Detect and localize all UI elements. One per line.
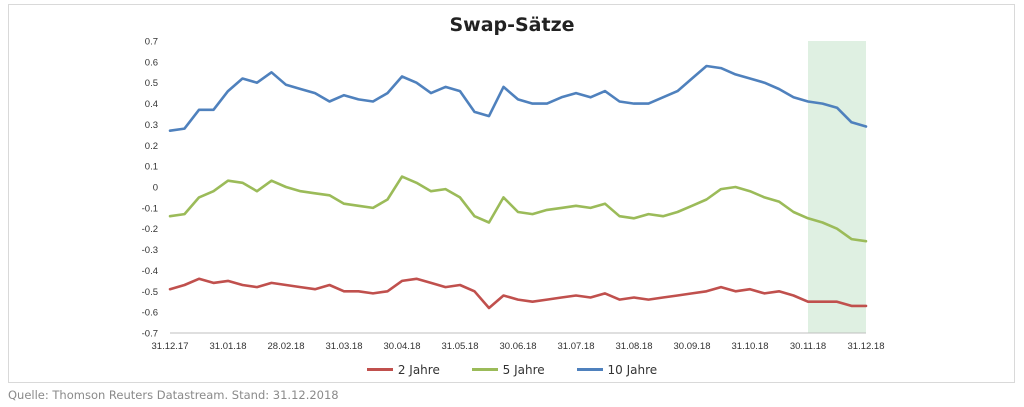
x-tick-label: 31.05.18	[442, 341, 479, 352]
x-tick-label: 31.12.18	[848, 341, 885, 352]
x-tick-label: 31.10.18	[732, 341, 769, 352]
y-tick-label: -0.6	[142, 308, 158, 319]
legend-swatch-red	[366, 368, 393, 371]
y-tick-label: 0.7	[145, 37, 158, 48]
y-tick-label: -0.4	[142, 266, 158, 277]
source-note: Quelle: Thomson Reuters Datastream. Stan…	[8, 388, 339, 402]
y-tick-label: 0.5	[145, 78, 158, 89]
legend-item-5-jahre: 5 Jahre	[471, 362, 545, 377]
legend-swatch-green	[471, 368, 498, 371]
legend-label: 10 Jahre	[607, 362, 658, 377]
y-tick-label: 0.2	[145, 141, 158, 152]
series-line-2-jahre	[168, 277, 868, 310]
y-tick-label: 0.4	[145, 99, 158, 110]
legend-swatch-blue	[576, 368, 603, 371]
legend-item-10-jahre: 10 Jahre	[576, 362, 658, 377]
x-tick-label: 28.02.18	[268, 341, 305, 352]
x-tick-label: 30.06.18	[500, 341, 537, 352]
x-tick-label: 31.01.18	[210, 341, 247, 352]
y-tick-label: 0	[153, 183, 158, 194]
y-tick-label: -0.3	[142, 245, 158, 256]
chart-legend: 2 Jahre 5 Jahre 10 Jahre	[0, 360, 1024, 377]
y-tick-label: -0.5	[142, 287, 158, 298]
x-tick-label: 31.08.18	[616, 341, 653, 352]
line-chart: 0.7 0.6 0.5 0.4 0.3 0.2 0.1 0 -0.1 -0.2 -0.3 -0.4 -0…	[142, 37, 885, 353]
y-tick-label: 0.1	[145, 162, 158, 173]
legend-item-2-jahre: 2 Jahre	[366, 362, 440, 377]
y-tick-label: 0.3	[145, 120, 158, 131]
legend-label: 5 Jahre	[502, 362, 545, 377]
x-tick-label: 31.12.17	[152, 341, 189, 352]
x-tick-label: 30.09.18	[674, 341, 711, 352]
x-tick-label: 30.11.18	[790, 341, 826, 352]
y-tick-label: -0.1	[142, 203, 158, 214]
chart-title: Swap-Sätze	[449, 14, 575, 36]
y-tick-label: -0.7	[142, 329, 158, 340]
x-tick-label: 30.04.18	[384, 341, 421, 352]
y-tick-label: 0.6	[145, 57, 158, 68]
y-tick-label: -0.2	[142, 224, 158, 235]
series-line-5-jahre	[168, 175, 868, 243]
legend-label: 2 Jahre	[397, 362, 440, 377]
x-tick-label: 31.03.18	[326, 341, 363, 352]
series-line-10-jahre	[168, 64, 868, 132]
x-tick-label: 31.07.18	[558, 341, 595, 352]
highlight-region	[808, 41, 866, 333]
